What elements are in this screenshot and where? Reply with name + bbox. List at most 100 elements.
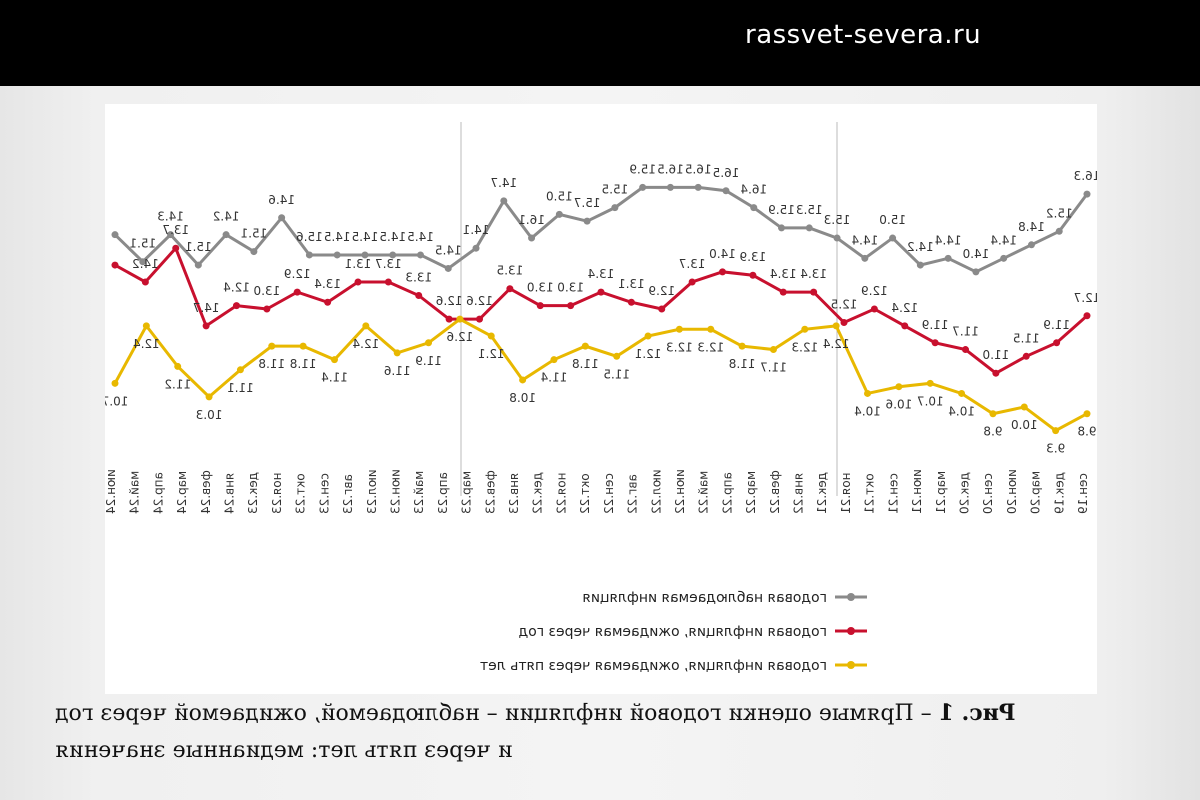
data-label-red: 13.3 [405, 270, 432, 284]
data-point-red [536, 302, 544, 310]
data-point-red [597, 288, 605, 296]
data-label-yellow: 12.4 [823, 337, 850, 351]
data-point-yellow [832, 322, 840, 330]
legend-label: годовая наблюдаемая инфляция [583, 590, 828, 606]
legend-marker [847, 627, 855, 635]
x-tick-label: янв.24 [223, 473, 237, 514]
data-label-gray: 15.1 [240, 227, 267, 241]
x-tick-label: сен.19 [1076, 473, 1090, 514]
data-point-gray [278, 214, 286, 222]
data-label-yellow: 10.4 [854, 404, 881, 418]
data-point-red [263, 305, 271, 313]
data-label-red: 12.4 [891, 301, 918, 315]
data-label-red: 13.0 [254, 284, 281, 298]
data-point-gray [528, 234, 536, 242]
data-label-red: 12.6 [466, 294, 493, 308]
data-point-red [293, 288, 301, 296]
data-point-yellow [456, 315, 464, 323]
data-point-red [779, 288, 787, 296]
data-point-gray [722, 187, 730, 195]
x-tick-label: авг.23 [341, 474, 355, 514]
data-point-red [567, 302, 575, 310]
x-tick-label: дек.22 [531, 472, 545, 514]
data-label-yellow: 12.3 [697, 340, 724, 354]
data-label-gray: 15.1 [185, 240, 212, 254]
data-point-yellow [205, 393, 213, 401]
x-tick-label: мар.20 [1029, 471, 1043, 514]
data-label-gray: 15.6 [296, 230, 323, 244]
data-label-red: 13.7 [162, 223, 189, 237]
data-point-yellow [425, 339, 433, 347]
x-tick-label: апр.23 [436, 472, 450, 514]
data-label-red: 11.5 [1013, 331, 1040, 345]
x-tick-label: дек.21 [815, 472, 829, 514]
data-point-red [901, 322, 909, 330]
data-label-yellow: 11.1 [227, 381, 254, 395]
data-label-yellow: 11.7 [760, 361, 787, 375]
data-label-red: 14.7 [193, 301, 220, 315]
x-tick-label: дек.23 [246, 472, 260, 514]
data-point-gray [1027, 241, 1035, 249]
legend-label: годовая инфляция, ожидаемая через пять л… [480, 658, 827, 674]
data-point-gray [639, 183, 647, 191]
x-tick-label: янв.22 [792, 473, 806, 514]
data-point-yellow [989, 410, 997, 418]
data-label-red: 13.4 [800, 267, 827, 281]
data-point-gray [305, 251, 313, 259]
data-point-red [111, 261, 119, 269]
data-point-gray [555, 210, 563, 218]
data-point-yellow [926, 379, 934, 387]
data-label-yellow: 11.8 [572, 357, 599, 371]
data-label-gray: 14.0 [963, 247, 990, 261]
data-label-yellow: 11.8 [258, 357, 285, 371]
data-point-red [324, 298, 332, 306]
data-point-red [233, 302, 240, 310]
data-label-gray: 14.5 [352, 230, 379, 244]
data-point-gray [694, 183, 702, 191]
data-point-red [658, 305, 666, 313]
legend-marker [847, 593, 855, 601]
data-label-yellow: 12.4 [352, 337, 379, 351]
data-point-gray [583, 217, 591, 225]
data-label-red: 12.9 [284, 267, 311, 281]
data-point-yellow [613, 352, 621, 360]
x-tick-label: мар.22 [744, 471, 758, 514]
data-point-red [1053, 339, 1061, 347]
data-point-gray [972, 268, 980, 276]
data-point-yellow [393, 349, 401, 357]
x-tick-label: сен.22 [602, 473, 616, 514]
data-point-yellow [675, 325, 683, 333]
x-tick-label: май.24 [128, 471, 142, 514]
legend-item-red: годовая инфляция, ожидаемая через год [519, 624, 867, 640]
data-point-gray [1055, 227, 1063, 235]
data-label-gray: 15.5 [602, 183, 629, 197]
x-tick-label: ноя.22 [554, 473, 568, 515]
data-label-red: 12.7 [1074, 291, 1097, 305]
x-tick-label: мар.21 [934, 471, 948, 514]
data-label-red: 13.5 [497, 264, 524, 278]
data-label-red: 13.1 [345, 257, 372, 271]
data-label-gray: 14.5 [324, 230, 351, 244]
caption-line-1-text: – Прямые оценки годовой инфляции – наблю… [55, 701, 939, 726]
x-tick-label: июн.22 [673, 469, 687, 514]
data-point-red [384, 278, 392, 286]
data-point-red [1083, 312, 1091, 320]
data-point-yellow [487, 332, 495, 340]
data-point-yellow [581, 342, 589, 350]
data-point-yellow [738, 342, 746, 350]
series-red: 12.711.911.511.011.711.912.412.912.513.4… [111, 223, 1097, 377]
data-label-red: 13.4 [588, 267, 615, 281]
data-point-gray [916, 261, 924, 269]
data-label-red: 11.9 [1043, 318, 1070, 332]
data-point-red [870, 305, 878, 313]
data-label-gray: 14.6 [268, 193, 295, 207]
data-point-yellow [958, 389, 966, 397]
data-point-gray [833, 234, 841, 242]
data-label-red: 14.2 [132, 257, 159, 271]
data-label-red: 12.9 [861, 284, 888, 298]
x-tick-label: сен.21 [886, 473, 900, 514]
x-tick-label: июн.20 [1005, 469, 1019, 514]
data-point-yellow [268, 342, 276, 350]
data-point-yellow [111, 379, 119, 387]
data-label-gray: 15.2 [1046, 206, 1073, 220]
